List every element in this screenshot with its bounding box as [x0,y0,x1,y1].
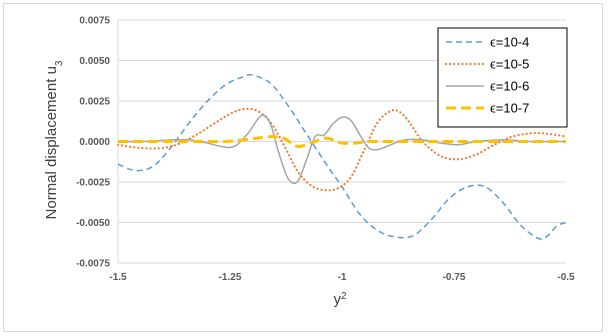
y-tick-label: 0.0075 [79,16,110,27]
x-tick-label: -0.75 [443,272,466,283]
x-tick-labels: -1.5 -1.25 -1 -0.75 -0.5 [109,272,575,283]
series-line-3 [117,114,567,185]
x-tick-label: -1.25 [219,272,242,283]
legend-label: ϵ=10-5 [490,57,529,72]
series-lines [116,73,568,240]
y-axis-title: Normal displacement u3 [43,60,65,219]
legend: ϵ=10-4 ϵ=10-5 ϵ=10-6 ϵ=10-7 [437,27,568,128]
legend-label: ϵ=10-7 [490,101,529,116]
y-tick-label: -0.0075 [76,259,110,270]
y-tick-label: -0.0050 [76,218,110,229]
y-tick-label: 0.0000 [79,137,110,148]
legend-box [437,27,568,128]
y-tick-label: -0.0025 [76,178,110,189]
x-tick-label: -1 [338,272,347,283]
y-tick-labels: 0.0075 0.0050 0.0025 0.0000 -0.0025 -0.0050 -0… [76,16,110,270]
y-tick-label: 0.0050 [79,56,110,67]
y-tick-label: 0.0025 [79,97,110,108]
legend-label: ϵ=10-4 [490,35,529,50]
x-axis-title: y2 [333,291,347,309]
x-tick-label: -1.5 [109,272,127,283]
x-tick-label: -0.5 [557,272,575,283]
series-line-4 [117,135,566,149]
legend-label: ϵ=10-6 [490,79,529,94]
